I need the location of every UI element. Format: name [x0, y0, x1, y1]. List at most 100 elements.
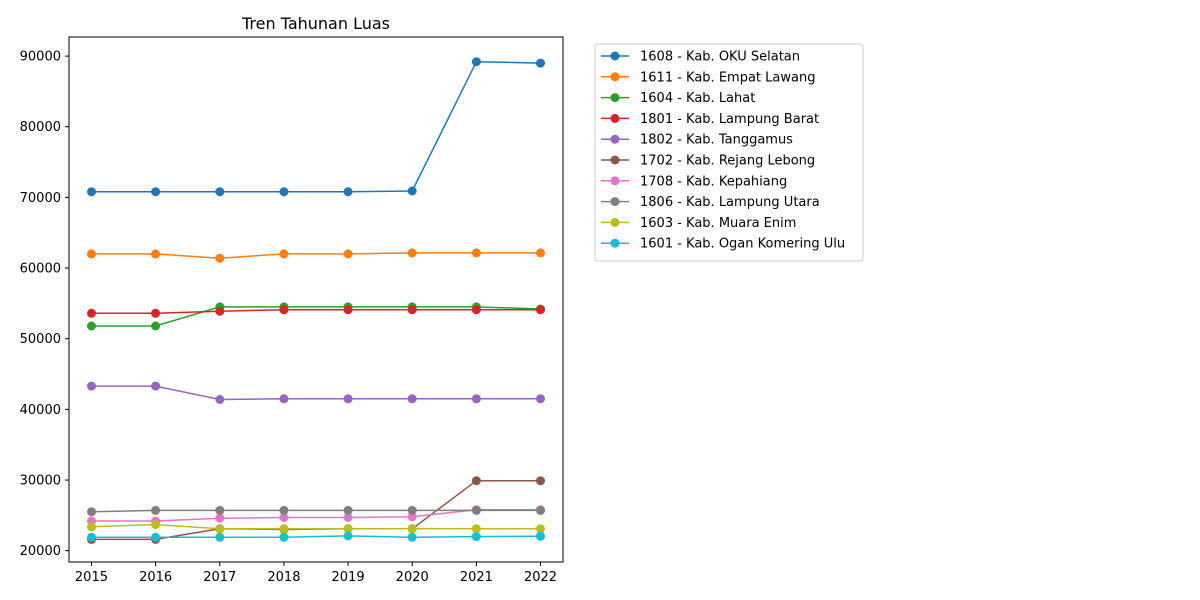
series-line-4: [91, 385, 541, 401]
series-line-0: [91, 60, 541, 193]
x-tick-label-7: 2022: [524, 570, 557, 585]
data-point-1-4: [343, 249, 353, 259]
legend-label-7: 1806 - Kab. Lampung Utara: [640, 195, 820, 210]
x-tick-label-3: 2018: [267, 570, 300, 585]
data-point-4-2: [215, 395, 225, 404]
data-point-9-4: [343, 531, 353, 541]
legend-marker-4: [610, 134, 620, 144]
y-tick-label-5: 70000: [20, 191, 61, 206]
data-point-1-5: [407, 248, 417, 258]
data-point-3-4: [343, 305, 353, 315]
data-point-8-4: [343, 524, 353, 534]
data-point-6-4: [343, 513, 353, 522]
data-point-3-1: [151, 308, 161, 318]
legend-label-5: 1702 - Kab. Rejang Lebong: [640, 154, 815, 169]
data-point-7-1: [151, 505, 161, 515]
data-point-4-0: [87, 381, 96, 391]
data-point-8-1: [151, 520, 161, 530]
series-line-1: [91, 252, 541, 259]
legend-label-0: 1608 - Kab. OKU Selatan: [640, 50, 800, 65]
data-point-4-7: [536, 394, 545, 404]
legend-marker-5: [610, 155, 620, 165]
legend-marker-9: [610, 238, 620, 248]
legend-marker-8: [610, 217, 620, 227]
y-tick-label-4: 60000: [20, 262, 61, 277]
legend-marker-3: [610, 113, 620, 123]
data-point-9-7: [536, 531, 545, 541]
data-point-7-4: [343, 505, 353, 515]
data-point-8-2: [215, 524, 225, 534]
data-point-8-3: [279, 524, 289, 534]
data-point-4-6: [471, 394, 481, 404]
data-point-7-6: [471, 505, 481, 515]
data-point-4-1: [151, 381, 161, 391]
y-tick-label-0: 20000: [20, 544, 61, 559]
data-point-2-0: [87, 321, 96, 331]
data-point-1-2: [215, 253, 225, 263]
y-tick-label-7: 90000: [20, 50, 61, 65]
x-tick-label-6: 2021: [460, 570, 493, 585]
y-tick-label-3: 50000: [20, 332, 61, 347]
data-point-0-5: [407, 186, 417, 196]
data-point-7-7: [536, 505, 545, 515]
axes-frame: [68, 36, 564, 563]
chart-title: Tren Tahunan Luas: [241, 14, 390, 33]
legend-label-2: 1604 - Kab. Lahat: [640, 91, 755, 106]
data-point-1-3: [279, 249, 289, 259]
data-point-1-1: [151, 249, 161, 259]
data-point-8-7: [536, 524, 545, 534]
x-tick-label-1: 2016: [139, 570, 172, 585]
data-point-9-2: [215, 532, 225, 542]
data-point-7-2: [215, 505, 225, 515]
series-line-2: [91, 306, 541, 327]
legend-marker-7: [610, 197, 620, 207]
legend-marker-0: [610, 51, 620, 61]
legend-label-6: 1708 - Kab. Kepahiang: [640, 174, 787, 189]
data-point-0-6: [471, 57, 481, 67]
x-tick-label-0: 2015: [75, 570, 108, 585]
data-point-1-0: [87, 249, 96, 259]
data-point-1-6: [471, 248, 481, 258]
data-point-0-2: [215, 187, 225, 197]
y-tick-label-2: 40000: [20, 403, 61, 418]
data-point-9-3: [279, 532, 289, 542]
data-point-7-5: [407, 505, 417, 515]
legend-label-8: 1603 - Kab. Muara Enim: [640, 216, 796, 231]
data-point-4-3: [279, 394, 289, 404]
data-point-0-0: [87, 187, 96, 197]
data-point-4-4: [343, 394, 353, 404]
y-tick-label-6: 80000: [20, 120, 61, 135]
legend-label-9: 1601 - Kab. Ogan Komering Ulu: [640, 237, 845, 252]
data-point-4-5: [407, 394, 417, 404]
data-point-7-3: [279, 505, 289, 515]
data-point-9-1: [151, 532, 161, 542]
data-point-0-4: [343, 187, 353, 197]
series-line-8: [91, 523, 541, 530]
data-point-6-3: [279, 513, 289, 522]
data-point-3-0: [87, 308, 96, 318]
data-point-8-6: [471, 524, 481, 534]
data-point-9-0: [87, 532, 96, 542]
x-tick-label-2: 2017: [203, 570, 236, 585]
data-point-0-7: [536, 58, 545, 68]
data-point-8-0: [87, 522, 96, 532]
x-tick-label-4: 2019: [332, 570, 365, 585]
data-point-7-0: [87, 507, 96, 517]
data-point-3-6: [471, 305, 481, 315]
legend-label-4: 1802 - Kab. Tanggamus: [640, 133, 793, 148]
legend-marker-6: [610, 176, 620, 186]
legend-frame: [594, 43, 864, 262]
series-line-7: [91, 509, 541, 513]
data-point-3-5: [407, 305, 417, 315]
data-point-3-3: [279, 305, 289, 315]
data-point-1-7: [536, 248, 545, 258]
data-point-0-1: [151, 187, 161, 197]
data-point-6-2: [215, 513, 225, 523]
data-point-0-3: [279, 187, 289, 197]
data-point-6-5: [407, 512, 417, 522]
legend: 1608 - Kab. OKU Selatan 1611 - Kab. Empat…: [594, 43, 864, 262]
data-point-5-7: [536, 476, 545, 486]
data-point-3-2: [215, 306, 225, 316]
series-line-9: [91, 535, 541, 539]
